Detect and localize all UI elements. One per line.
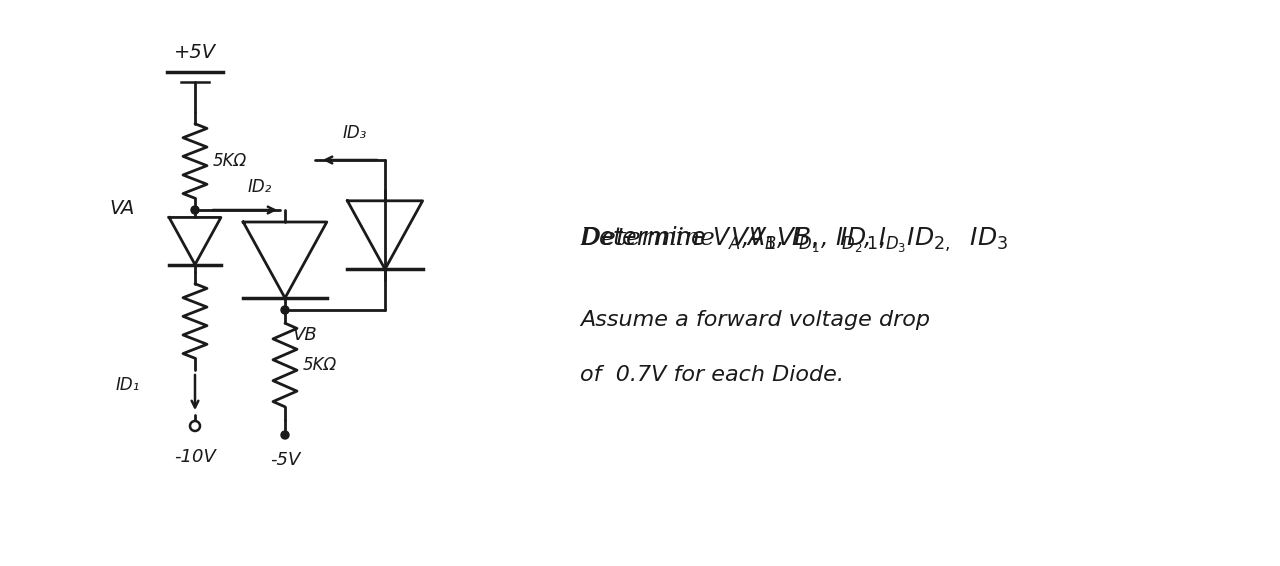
Text: -10V: -10V bbox=[174, 448, 216, 466]
Circle shape bbox=[189, 421, 200, 431]
Text: VB: VB bbox=[293, 326, 317, 344]
Text: Determine $V_A$,$V_B$, $I_{D_1}$, $I_{D_2}$, $I_{D_3}$: Determine $V_A$,$V_B$, $I_{D_1}$, $I_{D_… bbox=[580, 225, 906, 255]
Text: VA: VA bbox=[110, 199, 134, 217]
Circle shape bbox=[191, 206, 198, 214]
Text: ID₁: ID₁ bbox=[115, 376, 140, 394]
Text: +5V: +5V bbox=[174, 43, 216, 62]
Text: Determine  $VA_1VB,$  $ID_1,$  $ID_{2,}$  $ID_3$: Determine $VA_1VB,$ $ID_1,$ $ID_{2,}$ $I… bbox=[580, 226, 1009, 254]
Text: 5KΩ: 5KΩ bbox=[303, 356, 337, 374]
Text: ID₂: ID₂ bbox=[248, 178, 273, 196]
Text: -5V: -5V bbox=[270, 451, 301, 469]
Text: 5KΩ: 5KΩ bbox=[212, 152, 247, 170]
Circle shape bbox=[282, 431, 289, 439]
Circle shape bbox=[282, 306, 289, 314]
Text: of  0.7V for each Diode.: of 0.7V for each Diode. bbox=[580, 365, 844, 385]
Text: Assume a forward voltage drop: Assume a forward voltage drop bbox=[580, 310, 931, 330]
Text: ID₃: ID₃ bbox=[343, 124, 367, 142]
